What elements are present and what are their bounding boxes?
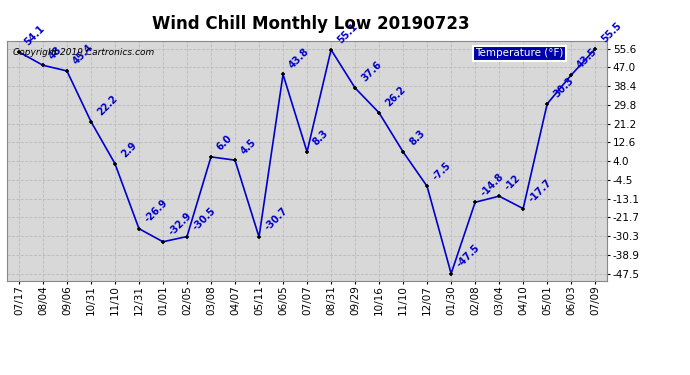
Text: 48: 48 — [47, 44, 63, 61]
Point — [61, 68, 72, 74]
Text: 45.4: 45.4 — [71, 43, 95, 67]
Point — [206, 154, 217, 160]
Text: -12: -12 — [503, 172, 523, 192]
Point — [470, 199, 481, 205]
Point — [518, 206, 529, 212]
Point — [253, 234, 264, 240]
Point — [13, 49, 24, 55]
Point — [86, 118, 97, 124]
Text: 55.1: 55.1 — [335, 21, 359, 46]
Text: 30.3: 30.3 — [551, 76, 575, 100]
Text: 4.5: 4.5 — [239, 137, 259, 156]
Text: 8.3: 8.3 — [407, 128, 426, 148]
Point — [422, 183, 433, 189]
Point — [302, 149, 313, 155]
Point — [277, 71, 288, 77]
Text: -14.8: -14.8 — [480, 171, 506, 198]
Text: 43.8: 43.8 — [287, 46, 311, 70]
Text: 43.5: 43.5 — [575, 47, 600, 71]
Point — [110, 160, 121, 166]
Point — [493, 193, 504, 199]
Text: 54.1: 54.1 — [23, 24, 47, 48]
Text: Copyright 2019 Cartronics.com: Copyright 2019 Cartronics.com — [13, 48, 154, 57]
Text: -30.5: -30.5 — [191, 206, 218, 232]
Point — [542, 101, 553, 107]
Point — [397, 149, 408, 155]
Point — [326, 47, 337, 53]
Text: -7.5: -7.5 — [431, 160, 453, 182]
Point — [181, 234, 193, 240]
Text: -32.9: -32.9 — [167, 211, 194, 238]
Text: 2.9: 2.9 — [119, 140, 139, 159]
Point — [37, 62, 48, 68]
Point — [373, 110, 384, 116]
Text: Wind Chill Monthly Low 20190723: Wind Chill Monthly Low 20190723 — [152, 15, 469, 33]
Text: -26.9: -26.9 — [143, 198, 170, 225]
Text: 26.2: 26.2 — [383, 85, 407, 109]
Text: 55.5: 55.5 — [600, 21, 623, 45]
Text: -17.7: -17.7 — [527, 177, 554, 204]
Text: 8.3: 8.3 — [311, 128, 331, 148]
Point — [230, 157, 241, 163]
Text: Temperature (°F): Temperature (°F) — [475, 48, 564, 58]
Text: -47.5: -47.5 — [455, 243, 482, 270]
Text: 6.0: 6.0 — [215, 134, 235, 153]
Point — [566, 72, 577, 78]
Point — [590, 46, 601, 52]
Text: 22.2: 22.2 — [95, 93, 119, 117]
Text: 37.6: 37.6 — [359, 60, 383, 84]
Point — [157, 239, 168, 245]
Point — [133, 226, 144, 232]
Point — [446, 271, 457, 277]
Point — [350, 85, 361, 91]
Text: -30.7: -30.7 — [263, 206, 290, 233]
